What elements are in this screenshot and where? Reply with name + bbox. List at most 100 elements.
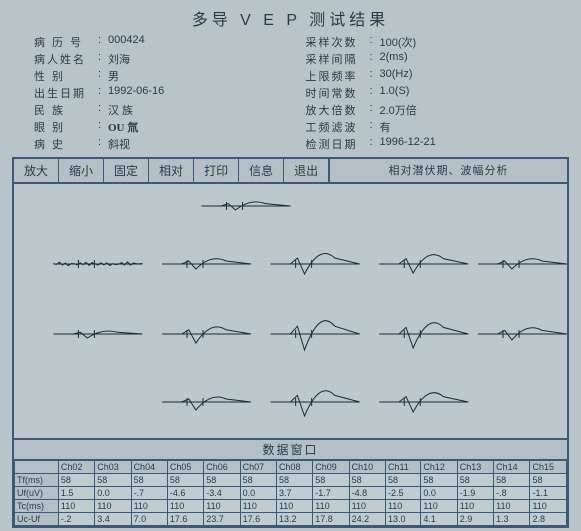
- page-title: 多导 V E P 测试结果: [10, 6, 571, 30]
- channel-header: Ch11: [385, 461, 420, 474]
- toolbar-button[interactable]: 放大: [14, 159, 59, 182]
- data-cell: 3.4: [95, 513, 131, 526]
- data-cell: 58: [276, 474, 312, 487]
- header-value: OU 氚: [108, 119, 276, 135]
- header-row: 上限频率:30(Hz): [306, 68, 548, 84]
- channel-header: Ch07: [240, 461, 276, 474]
- channel-header: Ch05: [167, 461, 203, 474]
- data-cell: 4.1: [421, 513, 457, 526]
- header-value: 刘海: [108, 51, 276, 67]
- data-window: 数据窗口 Ch02Ch03Ch04Ch05Ch06Ch07Ch08Ch09Ch1…: [14, 438, 567, 526]
- colon: :: [370, 102, 380, 118]
- header-value: 30(Hz): [380, 68, 548, 84]
- channel-header: Ch09: [313, 461, 349, 474]
- data-cell: -.7: [131, 487, 167, 500]
- colon: :: [370, 119, 380, 135]
- header-value: 1996-12-21: [380, 136, 548, 152]
- header-value: 1.0(S): [380, 85, 548, 101]
- data-cell: 110: [276, 500, 312, 513]
- colon: :: [98, 102, 108, 118]
- header-label: 采样次数: [306, 34, 370, 50]
- data-table: Ch02Ch03Ch04Ch05Ch06Ch07Ch08Ch09Ch10Ch11…: [14, 460, 567, 526]
- data-cell: 58: [204, 474, 240, 487]
- header-value: 2(ms): [380, 51, 548, 67]
- channel-header: Ch13: [457, 461, 493, 474]
- header-col-right: 采样次数:100(次)采样间隔:2(ms)上限频率:30(Hz)时间常数:1.0…: [306, 34, 548, 153]
- data-cell: 110: [349, 500, 385, 513]
- header-row: 采样次数:100(次): [306, 34, 548, 50]
- data-cell: 17.8: [313, 513, 349, 526]
- data-cell: 58: [131, 474, 167, 487]
- toolbar-button[interactable]: 缩小: [59, 159, 104, 182]
- data-cell: 58: [349, 474, 385, 487]
- data-cell: 110: [421, 500, 457, 513]
- data-cell: -4.6: [167, 487, 203, 500]
- header-row: 采样间隔:2(ms): [306, 51, 548, 67]
- table-row: Uc-Uf-.23.47.017.623.717.613.217.824.213…: [15, 513, 567, 526]
- data-cell: 110: [530, 500, 567, 513]
- table-row: Uf(uV)1.50.0-.7-4.6-3.40.03.7-1.7-4.8-2.…: [15, 487, 567, 500]
- data-cell: -1.7: [313, 487, 349, 500]
- data-cell: 17.6: [240, 513, 276, 526]
- data-cell: -1.9: [457, 487, 493, 500]
- table-header-row: Ch02Ch03Ch04Ch05Ch06Ch07Ch08Ch09Ch10Ch11…: [15, 461, 567, 474]
- waveform-area: [14, 184, 567, 438]
- header-label: 病人姓名: [34, 51, 98, 67]
- colon: :: [98, 136, 108, 152]
- header-label: 性 别: [34, 68, 98, 84]
- header-value: 有: [380, 119, 548, 135]
- row-label: Uc-Uf: [15, 513, 59, 526]
- data-cell: 110: [131, 500, 167, 513]
- row-label: Tf(ms): [15, 474, 59, 487]
- data-cell: 58: [167, 474, 203, 487]
- colon: :: [98, 51, 108, 67]
- toolbar-button[interactable]: 打印: [194, 159, 239, 182]
- header-label: 放大倍数: [306, 102, 370, 118]
- data-cell: 58: [530, 474, 567, 487]
- toolbar-button[interactable]: 固定: [104, 159, 149, 182]
- header-label: 检测日期: [306, 136, 370, 152]
- header-value: 汉 族: [108, 102, 276, 118]
- data-cell: 2.8: [530, 513, 567, 526]
- data-cell: -.8: [494, 487, 530, 500]
- header-label: 病 历 号: [34, 34, 98, 50]
- data-cell: 58: [385, 474, 420, 487]
- header-col-left: 病 历 号:000424病人姓名:刘海性 别:男出生日期:1992-06-16民…: [34, 34, 276, 153]
- toolbar-status: 相对潜伏期、波幅分析: [329, 159, 567, 182]
- data-cell: 1.5: [58, 487, 94, 500]
- data-cell: 0.0: [240, 487, 276, 500]
- channel-header: Ch02: [58, 461, 94, 474]
- data-cell: 17.6: [167, 513, 203, 526]
- table-corner: [15, 461, 59, 474]
- data-cell: 58: [457, 474, 493, 487]
- toolbar-button[interactable]: 相对: [149, 159, 194, 182]
- header-value: 2.0万倍: [380, 102, 548, 118]
- data-cell: 1.3: [494, 513, 530, 526]
- data-cell: 110: [167, 500, 203, 513]
- toolbar-button[interactable]: 信息: [239, 159, 284, 182]
- toolbar: 放大缩小固定相对打印信息退出相对潜伏期、波幅分析: [14, 159, 567, 184]
- colon: :: [370, 68, 380, 84]
- channel-header: Ch15: [530, 461, 567, 474]
- data-cell: 110: [313, 500, 349, 513]
- header-row: 出生日期:1992-06-16: [34, 85, 276, 101]
- header-row: 病 历 号:000424: [34, 34, 276, 50]
- channel-header: Ch03: [95, 461, 131, 474]
- data-cell: 110: [95, 500, 131, 513]
- data-cell: 110: [457, 500, 493, 513]
- channel-header: Ch12: [421, 461, 457, 474]
- toolbar-button[interactable]: 退出: [284, 159, 329, 182]
- header-value: 斜视: [108, 136, 276, 152]
- header-label: 上限频率: [306, 68, 370, 84]
- header-row: 时间常数:1.0(S): [306, 85, 548, 101]
- header-label: 工频滤波: [306, 119, 370, 135]
- colon: :: [370, 51, 380, 67]
- header-row: 性 别:男: [34, 68, 276, 84]
- header-row: 眼 别:OU 氚: [34, 119, 276, 135]
- data-cell: 58: [95, 474, 131, 487]
- channel-header: Ch14: [494, 461, 530, 474]
- data-window-title: 数据窗口: [14, 440, 567, 460]
- header-row: 工频滤波:有: [306, 119, 548, 135]
- header-value: 男: [108, 68, 276, 84]
- data-cell: 110: [204, 500, 240, 513]
